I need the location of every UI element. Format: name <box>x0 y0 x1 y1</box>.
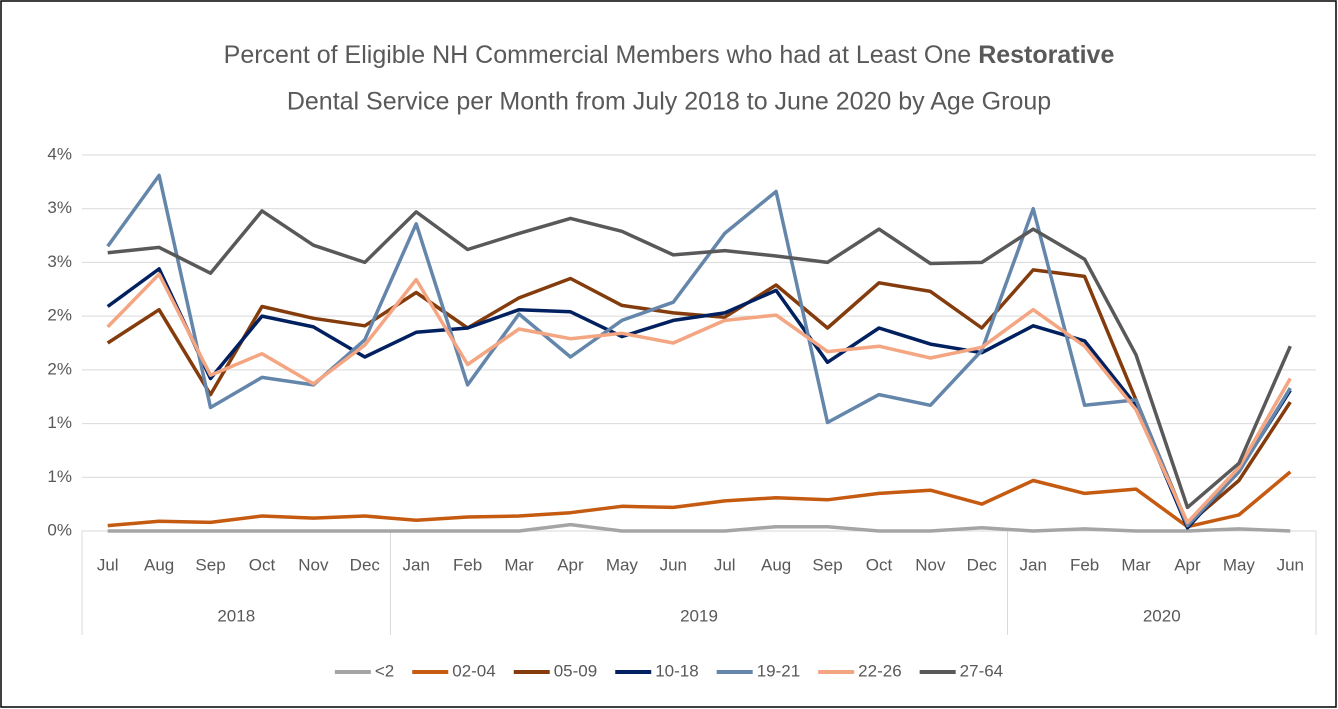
x-tick-label: Jan <box>1019 555 1046 574</box>
x-tick-label: Jan <box>402 555 429 574</box>
legend-label: 27-64 <box>960 661 1003 680</box>
y-tick-label: 0% <box>47 520 72 539</box>
title-bold: Restorative <box>978 41 1114 69</box>
x-group-label: 2018 <box>217 606 255 625</box>
x-group-label: 2020 <box>1143 606 1181 625</box>
y-tick-label: 4% <box>47 144 72 163</box>
x-tick-label: Jul <box>714 555 736 574</box>
legend-label: 05-09 <box>554 661 597 680</box>
y-tick-label: 1% <box>47 413 72 432</box>
x-tick-label: Feb <box>453 555 482 574</box>
x-tick-label: Apr <box>1174 555 1201 574</box>
x-tick-label: May <box>1223 555 1256 574</box>
series-line <box>107 470 1292 529</box>
chart-title-line2: Dental Service per Month from July 2018 … <box>287 88 1051 116</box>
x-tick-label: Mar <box>504 555 534 574</box>
chart-title: Percent of Eligible NH Commercial Member… <box>224 41 1115 69</box>
legend-label: <2 <box>375 661 394 680</box>
y-tick-label: 3% <box>47 252 72 271</box>
x-tick-label: Dec <box>350 555 381 574</box>
title-part: Percent of Eligible NH Commercial Member… <box>224 41 972 69</box>
x-tick-label: Oct <box>249 555 276 574</box>
x-tick-label: Jun <box>660 555 687 574</box>
x-tick-label: Feb <box>1070 555 1099 574</box>
series-line <box>107 209 1292 510</box>
x-tick-label: Nov <box>298 555 329 574</box>
x-tick-label: Nov <box>915 555 946 574</box>
y-tick-label: 1% <box>47 467 72 486</box>
legend-label: 22-26 <box>858 661 901 680</box>
x-tick-label: Jul <box>97 555 119 574</box>
series-line <box>106 272 1292 525</box>
x-tick-label: Sep <box>812 555 842 574</box>
x-tick-label: Jun <box>1277 555 1304 574</box>
y-tick-label: 2% <box>47 306 72 325</box>
legend-label: 02-04 <box>452 661 495 680</box>
series-line <box>106 173 1292 528</box>
x-tick-label: Dec <box>967 555 998 574</box>
legend-label: 19-21 <box>757 661 800 680</box>
series-line <box>106 267 1292 530</box>
y-tick-label: 2% <box>47 359 72 378</box>
x-tick-label: Sep <box>195 555 225 574</box>
x-group-label: 2019 <box>680 606 718 625</box>
x-tick-label: Aug <box>761 555 791 574</box>
x-tick-label: Oct <box>866 555 893 574</box>
x-tick-label: Apr <box>557 555 584 574</box>
x-tick-label: Aug <box>144 555 174 574</box>
series-line <box>107 522 1291 533</box>
x-tick-label: Mar <box>1121 555 1151 574</box>
y-tick-label: 3% <box>47 198 72 217</box>
legend-label: 10-18 <box>655 661 698 680</box>
x-tick-label: May <box>606 555 639 574</box>
